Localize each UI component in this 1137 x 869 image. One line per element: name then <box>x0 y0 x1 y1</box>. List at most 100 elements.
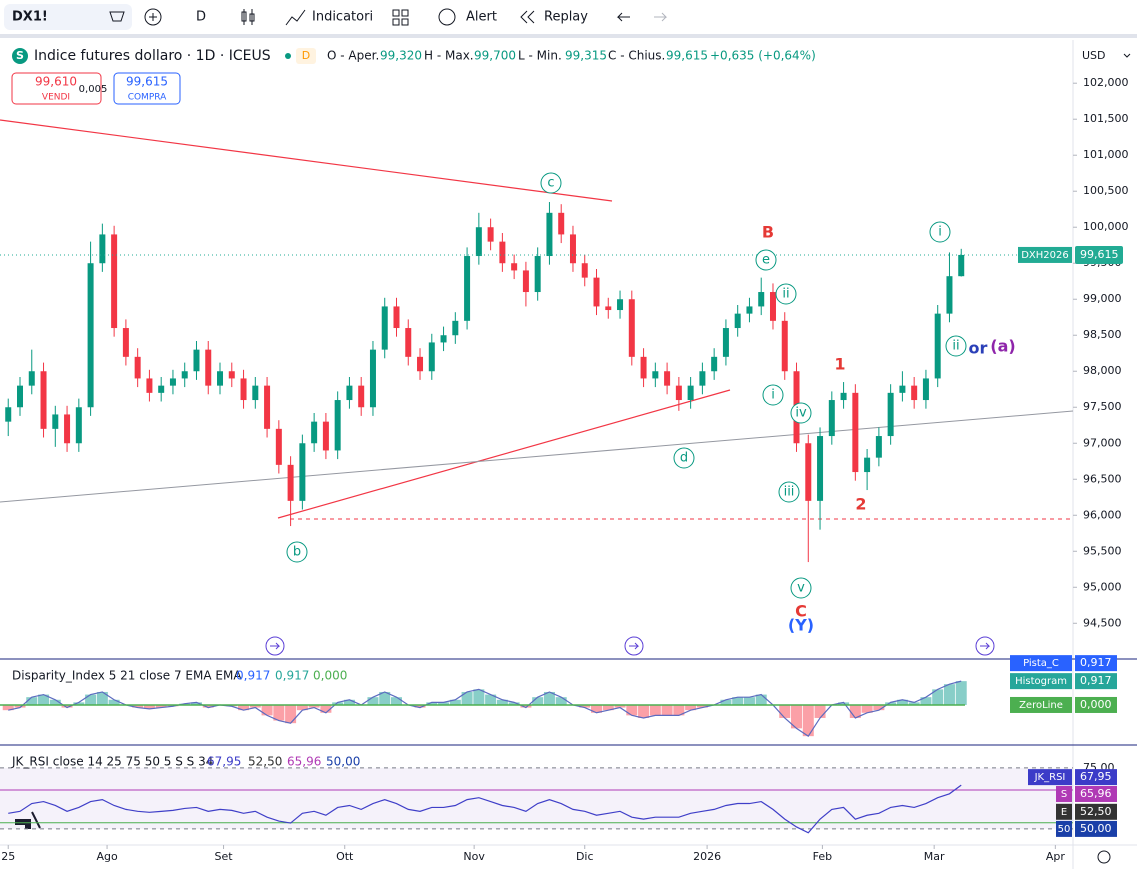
histogram-bar <box>261 704 273 716</box>
candle-body <box>193 349 200 372</box>
histogram-bar <box>791 704 803 729</box>
histogram-bar <box>426 702 438 705</box>
candle-body <box>358 385 365 408</box>
candle-body <box>146 378 153 393</box>
tag-box <box>1075 820 1117 837</box>
histogram-bar <box>579 704 591 708</box>
candle-body <box>652 371 659 379</box>
candle-body <box>781 320 788 372</box>
histogram-bar <box>732 697 744 705</box>
icon-ind <box>285 9 306 26</box>
candle-body <box>922 378 929 401</box>
candle-body <box>475 227 482 257</box>
icon-redo[interactable] <box>654 12 668 22</box>
y-tick-label: 96,500 <box>1083 472 1122 485</box>
histogram-bar <box>14 704 26 708</box>
buy-label[interactable]: COMPRA <box>128 93 167 103</box>
histogram-bar <box>249 704 261 708</box>
symbol-box[interactable] <box>4 4 132 30</box>
histogram-bar <box>414 704 426 708</box>
y-tick-label: 98,500 <box>1083 328 1122 341</box>
candle-body <box>428 342 435 372</box>
wave-label: or <box>969 339 988 358</box>
tag-box <box>1010 696 1072 713</box>
alert[interactable]: Alert <box>466 10 497 25</box>
histogram-bar <box>2 704 14 711</box>
histogram-bar <box>720 699 732 705</box>
wave-circle <box>762 384 784 406</box>
candle-body <box>934 313 941 379</box>
tag-box <box>1075 769 1117 786</box>
icon-candles[interactable] <box>241 9 255 25</box>
histogram-bar <box>943 684 955 705</box>
candle-body <box>181 371 188 379</box>
sell-price[interactable]: 99,610 <box>35 75 77 89</box>
candle-body <box>558 212 565 235</box>
histogram-bar <box>955 681 967 705</box>
ohlc-value: 99,320 <box>380 49 422 63</box>
settings-icon[interactable] <box>1097 850 1111 864</box>
indicator-value: 65,96 <box>287 755 321 769</box>
icon <box>1123 53 1131 58</box>
y-tick-label: 97,500 <box>1083 400 1122 413</box>
histogram-bar <box>367 697 379 705</box>
y-tick-label: 96,000 <box>1083 508 1122 521</box>
candle-body <box>40 371 47 429</box>
flag-box <box>296 48 316 64</box>
candle-body <box>534 256 541 293</box>
wave-circle <box>540 172 562 194</box>
tag-box <box>1075 696 1117 713</box>
histogram-bar <box>908 702 920 705</box>
tag-name: ZeroLine <box>1019 700 1063 711</box>
candle-body <box>299 443 306 501</box>
buy-price[interactable]: 99,615 <box>126 75 168 89</box>
spread: 0,005 <box>79 84 108 95</box>
symbol[interactable]: DX1! <box>12 10 48 25</box>
x-tick-label: Ott <box>336 850 354 863</box>
y-tick-label: 95,500 <box>1083 544 1122 557</box>
indicators[interactable]: Indicatori <box>312 10 373 25</box>
histogram-bar <box>26 697 38 705</box>
candle-body <box>464 256 471 321</box>
y-tick-label: 102,000 <box>1083 76 1129 89</box>
tag-box <box>1028 769 1072 786</box>
candle-body <box>522 270 529 293</box>
tag-box <box>1075 655 1117 672</box>
wave-label: B <box>762 223 774 242</box>
price-tag-name: DXH2026 <box>1021 250 1069 261</box>
indicator-title: Disparity_Index 5 21 close 7 EMA EMA <box>12 669 242 683</box>
x-tick-label: Mar <box>924 850 945 863</box>
wave-label: (Y) <box>788 616 814 635</box>
histogram-bar <box>673 704 685 716</box>
candle-body <box>852 392 859 473</box>
wave-circle <box>945 335 967 357</box>
icon-add[interactable] <box>144 8 162 26</box>
histogram-bar <box>755 694 767 705</box>
sell-button[interactable] <box>11 72 102 105</box>
tag-box <box>1056 785 1072 802</box>
ohlc-value: 99,700 <box>474 49 516 63</box>
replay[interactable]: Replay <box>544 10 588 25</box>
currency[interactable]: USD <box>1082 49 1106 62</box>
price-tag-box <box>1018 246 1072 263</box>
y-tick-label: 100,000 <box>1083 220 1129 233</box>
wave-circle <box>790 577 812 599</box>
icon-layout[interactable] <box>392 9 409 26</box>
buy-button[interactable] <box>113 72 181 105</box>
icon-undo[interactable] <box>616 12 630 22</box>
histogram-bar <box>49 699 61 705</box>
toolbar <box>0 0 1137 36</box>
candle-body <box>240 378 247 401</box>
candle-body <box>746 306 753 314</box>
histogram-bar <box>108 699 120 705</box>
arrows <box>265 636 995 656</box>
candle-body <box>546 212 553 257</box>
tag-name: S <box>1061 789 1067 800</box>
histogram-bar <box>461 691 473 705</box>
interval[interactable]: D <box>196 10 206 25</box>
histogram-bar <box>802 704 814 737</box>
candle-body <box>169 378 176 386</box>
wave-label: iii <box>784 485 795 500</box>
sell-label[interactable]: VENDI <box>42 93 70 103</box>
tag-box <box>1056 803 1072 820</box>
